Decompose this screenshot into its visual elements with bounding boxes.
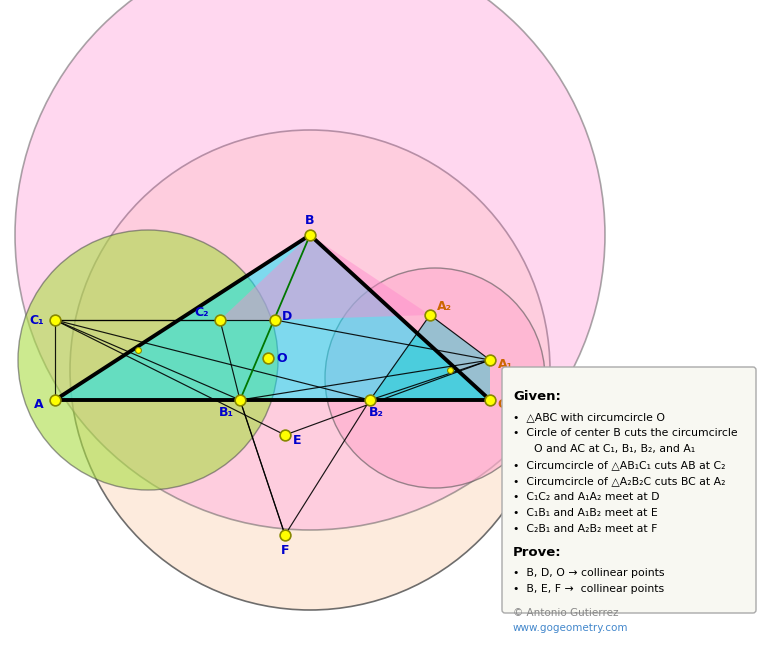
Text: B₂: B₂ <box>369 405 384 418</box>
Text: Prove:: Prove: <box>513 546 562 559</box>
Text: •  B, D, O → collinear points: • B, D, O → collinear points <box>513 568 664 578</box>
Text: •  C₂B₁ and A₂B₂ meet at F: • C₂B₁ and A₂B₂ meet at F <box>513 524 657 534</box>
Text: A₁: A₁ <box>499 359 514 372</box>
Polygon shape <box>55 235 490 400</box>
Point <box>424 310 436 320</box>
Text: F: F <box>280 545 290 557</box>
Point <box>279 430 291 440</box>
Text: •  Circle of center B cuts the circumcircle: • Circle of center B cuts the circumcirc… <box>513 428 738 438</box>
Text: C₁: C₁ <box>30 313 44 326</box>
Text: •  B, E, F →  collinear points: • B, E, F → collinear points <box>513 584 664 594</box>
Text: C₂: C₂ <box>195 305 209 318</box>
Text: •  C₁B₁ and A₁B₂ meet at E: • C₁B₁ and A₁B₂ meet at E <box>513 508 657 518</box>
Text: •  C₁C₂ and A₁A₂ meet at D: • C₁C₂ and A₁A₂ meet at D <box>513 492 660 502</box>
Circle shape <box>18 230 278 490</box>
Text: C: C <box>498 399 507 411</box>
Point <box>484 395 496 405</box>
Point <box>214 315 226 325</box>
FancyBboxPatch shape <box>502 367 756 613</box>
Point <box>132 345 144 355</box>
Text: A₂: A₂ <box>436 301 451 313</box>
Point <box>364 395 376 405</box>
Point <box>262 353 274 363</box>
Point <box>49 315 61 325</box>
Circle shape <box>15 0 605 530</box>
Text: O and AC at C₁, B₁, B₂, and A₁: O and AC at C₁, B₁, B₂, and A₁ <box>513 444 695 454</box>
Text: •  Circumcircle of △A₂B₂C cuts BC at A₂: • Circumcircle of △A₂B₂C cuts BC at A₂ <box>513 476 726 486</box>
Text: B₁: B₁ <box>219 405 233 418</box>
Text: B: B <box>306 215 315 228</box>
Circle shape <box>70 130 550 610</box>
Text: •  Circumcircle of △AB₁C₁ cuts AB at C₂: • Circumcircle of △AB₁C₁ cuts AB at C₂ <box>513 460 726 470</box>
Point <box>304 230 316 240</box>
Circle shape <box>325 268 545 488</box>
Polygon shape <box>370 315 490 400</box>
Point <box>269 315 281 325</box>
Text: E: E <box>293 434 301 447</box>
Point <box>279 530 291 540</box>
Point <box>49 395 61 405</box>
Point <box>484 355 496 365</box>
Text: www.gogeometry.com: www.gogeometry.com <box>513 623 629 633</box>
Text: © Antonio Gutierrez: © Antonio Gutierrez <box>513 608 619 618</box>
Text: A: A <box>34 399 44 411</box>
Text: O: O <box>277 351 287 365</box>
Polygon shape <box>220 235 430 320</box>
Text: Given:: Given: <box>513 390 561 403</box>
Point <box>234 395 246 405</box>
Point <box>444 365 456 375</box>
Text: •  △ABC with circumcircle O: • △ABC with circumcircle O <box>513 412 665 422</box>
Text: D: D <box>282 309 292 322</box>
